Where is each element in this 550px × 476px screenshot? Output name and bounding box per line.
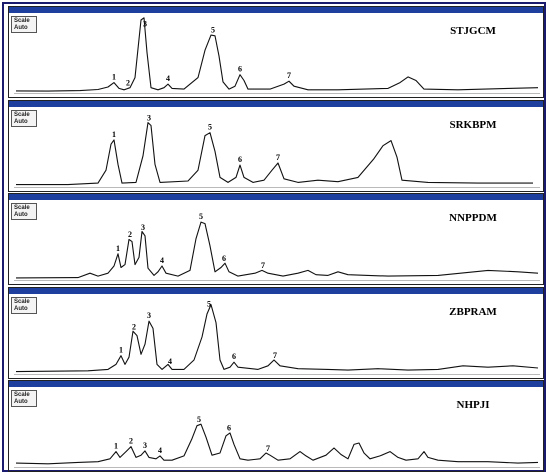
peak-label: 5: [211, 25, 215, 34]
plot-border: [8, 99, 544, 192]
chromatogram-trace: [16, 121, 533, 185]
auto-label: Auto: [14, 118, 28, 125]
scale-auto-box: Scale Auto: [11, 16, 37, 33]
plot-border: [8, 6, 544, 98]
panel-title-bar: [8, 99, 544, 107]
peak-label: 4: [166, 74, 170, 83]
peak-label: 4: [158, 446, 162, 455]
panel-title-bar: [8, 6, 544, 13]
chromatogram-panel: Scale Auto 1 2 3 4 5 6 7 NHPJI: [8, 380, 544, 472]
chromatogram-trace: [15, 17, 539, 92]
chromatogram-trace: [15, 221, 539, 279]
auto-label: Auto: [14, 212, 28, 218]
panel-title-bar: [8, 380, 544, 387]
chromatogram-panel: Scale Auto 1 3 5 6 7 SRKBPM: [8, 99, 544, 192]
peak-label: 7: [287, 71, 291, 80]
sample-name: SRKBPM: [449, 119, 497, 131]
peak-label: 7: [266, 444, 270, 453]
peak-label: 6: [232, 352, 236, 361]
peak-label: 3: [141, 223, 145, 232]
chromatogram-plot: 1 2 3 4 5 6 7 STJGCM: [8, 6, 544, 98]
scale-auto-box: Scale Auto: [11, 109, 37, 127]
chromatogram-plot: 1 3 5 6 7 SRKBPM: [8, 99, 544, 192]
peak-label: 3: [143, 441, 147, 450]
chromatogram-panel: Scale Auto 1 2 3 4 5 6 7 NNPPDM: [8, 193, 544, 285]
peak-label: 5: [207, 299, 211, 308]
peak-label: 3: [147, 113, 151, 122]
chromatogram-plot: 123 4 5 6 7 NNPPDM: [8, 193, 544, 285]
scale-label: Scale: [14, 111, 30, 118]
peak-label: 2: [129, 437, 133, 446]
peak-label: 6: [238, 155, 242, 164]
scale-auto-box: Scale Auto: [11, 390, 37, 407]
panel-title-bar: [8, 193, 544, 200]
peak-label: 2: [126, 78, 130, 87]
peak-label: 7: [273, 351, 277, 360]
scale-label: Scale: [14, 205, 30, 211]
peak-label: 4: [168, 356, 172, 365]
peak-label: 4: [160, 256, 164, 265]
peak-label: 3: [147, 311, 151, 320]
peak-label: 2: [132, 322, 136, 331]
auto-label: Auto: [14, 305, 28, 312]
chromatogram-plot: 1 2 3 4 5 6 7 ZBPRAM: [8, 286, 544, 379]
scale-label: Scale: [14, 298, 30, 305]
peak-label: 6: [227, 424, 231, 433]
chromatogram-plot: 1 2 3 4 5 6 7 NHPJI: [8, 380, 544, 472]
scale-label: Scale: [14, 18, 30, 24]
chromatogram-trace: [15, 303, 539, 372]
peak-label: 5: [199, 212, 203, 221]
sample-name: STJGCM: [450, 25, 496, 37]
auto-label: Auto: [14, 399, 28, 405]
peak-label: 1: [112, 73, 116, 82]
plot-border: [8, 286, 544, 379]
plot-border: [8, 380, 544, 472]
peak-label: 6: [222, 254, 226, 263]
auto-label: Auto: [14, 25, 28, 31]
peak-label: 3: [143, 19, 147, 28]
peak-label: 6: [238, 65, 242, 74]
plot-border: [8, 193, 544, 285]
scale-label: Scale: [14, 392, 30, 398]
chromatogram-figure: Scale Auto 1 2 3 4 5 6 7 STJGCM Scale Auto 1 3 5 6 7 SRKB…: [2, 2, 546, 472]
peak-label: 1: [112, 129, 116, 138]
sample-name: NHPJI: [457, 399, 490, 411]
peak-label: 1: [116, 244, 120, 253]
peak-label: 7: [276, 152, 280, 161]
sample-name: ZBPRAM: [449, 306, 497, 318]
peak-label: 7: [261, 261, 265, 270]
chromatogram-panel: Scale Auto 1 2 3 4 5 6 7 ZBPRAM: [8, 286, 544, 379]
chromatogram-trace: [15, 423, 539, 465]
peak-label: 5: [208, 122, 212, 131]
scale-auto-box: Scale Auto: [11, 296, 37, 314]
peak-label: 2: [128, 230, 132, 239]
peak-label: 1: [114, 442, 118, 451]
peak-label: 1: [119, 345, 123, 354]
chromatogram-panel: Scale Auto 1 2 3 4 5 6 7 STJGCM: [8, 6, 544, 98]
panel-title-bar: [8, 286, 544, 294]
sample-name: NNPPDM: [449, 212, 497, 224]
peak-label: 5: [197, 415, 201, 424]
scale-auto-box: Scale Auto: [11, 203, 37, 220]
